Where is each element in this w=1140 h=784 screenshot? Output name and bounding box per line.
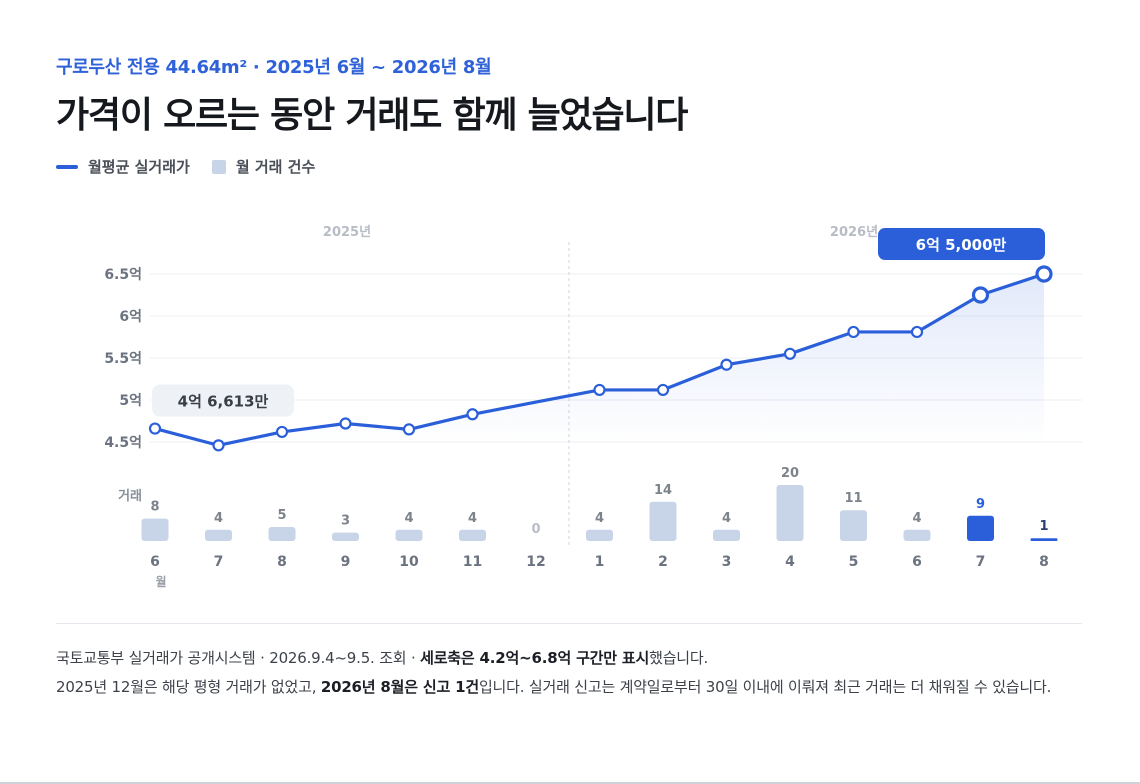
- footnote-axis-note-tail: 했습니다.: [649, 649, 709, 667]
- count-bar-label: 0: [531, 522, 540, 537]
- bottom-rule: [0, 782, 1140, 784]
- point-layer: [148, 265, 1053, 452]
- x-tick-label: 12: [526, 554, 545, 570]
- x-tick-label: 10: [399, 554, 419, 570]
- x-unit-label: 월: [155, 574, 166, 589]
- count-bar: [205, 529, 232, 541]
- count-bar: [332, 532, 359, 541]
- x-tick-label: 2: [658, 554, 668, 570]
- count-bar: [1030, 538, 1058, 541]
- year-label-2025: 2025년: [323, 225, 371, 240]
- x-tick-label: 6: [912, 554, 922, 570]
- x-tick-label: 8: [1039, 554, 1049, 570]
- count-bar: [586, 529, 613, 541]
- count-bar-label: 1: [1039, 519, 1048, 534]
- legend-label-price: 월평균 실거래가: [88, 158, 190, 176]
- x-tick-label: 4: [785, 554, 795, 570]
- price-area-fill: [155, 274, 1044, 446]
- count-bar: [967, 515, 994, 541]
- price-point: [402, 423, 416, 436]
- count-bar-label: 20: [781, 466, 799, 481]
- price-point: [656, 383, 670, 397]
- footnote-axis-note: 세로축은 4.2억~6.8억 구간만 표시: [420, 649, 650, 667]
- area-layer: [155, 274, 1044, 446]
- x-tick-label: 3: [722, 554, 732, 570]
- label-layer: 6.5억 6억 5.5억 5억 4.5억 2025년 2026년 4억 6,613만 6억 5,…: [104, 225, 1049, 589]
- price-point: [910, 325, 924, 339]
- footnote-source: 국토교통부 실거래가 공개시스템 · 2026.9.4~9.5. 조회 ·: [56, 649, 421, 667]
- count-bar-label: 9: [976, 497, 985, 512]
- price-point: [1035, 265, 1053, 283]
- count-bar-label: 5: [277, 508, 286, 523]
- footnote-report-note: 입니다. 실거래 신고는 계약일로부터 30일 이내에 이뤄져 최근 거래는 더…: [478, 678, 1052, 696]
- legend-item-count: 월 거래 건수: [211, 156, 316, 177]
- footnote-line-2: 2025년 12월은 해당 평형 거래가 없었고, 2026년 8월은 신고 1…: [56, 673, 1096, 702]
- y-tick-label: 6.5억: [104, 267, 142, 283]
- count-bar-label: 4: [595, 511, 604, 526]
- price-point: [593, 383, 606, 397]
- callout-start-label: 4억 6,613만: [178, 393, 269, 411]
- count-bar-label: 3: [341, 514, 350, 529]
- callout-end-bg: [878, 228, 1045, 260]
- x-tick-label: 11: [463, 554, 482, 570]
- count-bar: [713, 529, 740, 541]
- count-bar: [395, 529, 423, 541]
- year-label-2026: 2026년: [830, 225, 878, 240]
- chart-subtitle: 구로두산 전용 44.64m² · 2025년 6월 ~ 2026년 8월: [56, 57, 492, 78]
- chart-footnote: 국토교통부 실거래가 공개시스템 · 2026.9.4~9.5. 조회 · 세로…: [56, 644, 1096, 702]
- x-tick-label: 5: [849, 554, 859, 570]
- x-tick-label: 7: [214, 554, 224, 570]
- x-tick-label: 8: [277, 554, 287, 570]
- footnote-latest-note: 2026년 8월은 신고 1건: [320, 678, 479, 696]
- y-tick-label: 6억: [119, 309, 142, 325]
- count-bar: [268, 527, 296, 541]
- x-tick-label: 7: [976, 554, 986, 570]
- bar-layer: [141, 485, 1058, 541]
- count-bar-label: 4: [912, 511, 921, 526]
- count-bar-label: 14: [654, 483, 672, 498]
- chart-title: 가격이 오르는 동안 거래도 함께 늘었습니다: [56, 95, 688, 136]
- legend-label-count: 월 거래 건수: [235, 158, 316, 176]
- price-point: [148, 422, 162, 435]
- callout-end-label: 6억 5,000만: [916, 236, 1007, 254]
- count-bar: [903, 529, 931, 541]
- count-bar-label: 4: [468, 511, 477, 526]
- price-point: [339, 417, 352, 430]
- x-tick-label: 6: [150, 554, 160, 570]
- count-bar: [776, 485, 804, 541]
- callout-start-bg: [152, 384, 294, 417]
- price-point: [466, 408, 479, 421]
- footnote-line-1: 국토교통부 실거래가 공개시스템 · 2026.9.4~9.5. 조회 · 세로…: [56, 644, 1096, 673]
- legend-bar-swatch: [211, 159, 226, 174]
- count-bar-label: 11: [844, 491, 862, 506]
- price-point: [971, 286, 990, 304]
- chart-legend: 월평균 실거래가 월 거래 건수: [56, 156, 337, 177]
- price-point: [275, 425, 289, 439]
- count-bar: [649, 501, 677, 541]
- count-axis-label: 거래: [118, 489, 142, 504]
- price-point: [212, 439, 225, 452]
- footnote-gap-note: 2025년 12월은 해당 평형 거래가 없었고,: [56, 678, 321, 696]
- price-point: [720, 358, 733, 371]
- x-tick-label: 1: [595, 554, 605, 570]
- footer-divider: [56, 623, 1082, 624]
- legend-item-price: 월평균 실거래가: [56, 156, 190, 177]
- y-tick-label: 5억: [119, 393, 142, 409]
- count-bar-label: 4: [722, 511, 731, 526]
- count-bar-label: 4: [404, 511, 413, 526]
- y-tick-label: 4.5억: [104, 435, 142, 451]
- count-bar: [141, 518, 169, 541]
- count-bar-label: 4: [214, 511, 223, 526]
- price-volume-chart: 6.5억 6억 5.5억 5억 4.5억 2025년 2026년 4억 6,613만 6억 5,…: [104, 225, 1082, 589]
- count-bar: [459, 529, 486, 541]
- price-point: [783, 347, 797, 360]
- price-point: [847, 325, 860, 339]
- count-bar-label: 8: [150, 500, 159, 515]
- legend-line-swatch: [56, 164, 78, 169]
- x-tick-label: 9: [341, 554, 351, 570]
- count-bar: [840, 510, 867, 541]
- y-tick-label: 5.5억: [104, 351, 142, 367]
